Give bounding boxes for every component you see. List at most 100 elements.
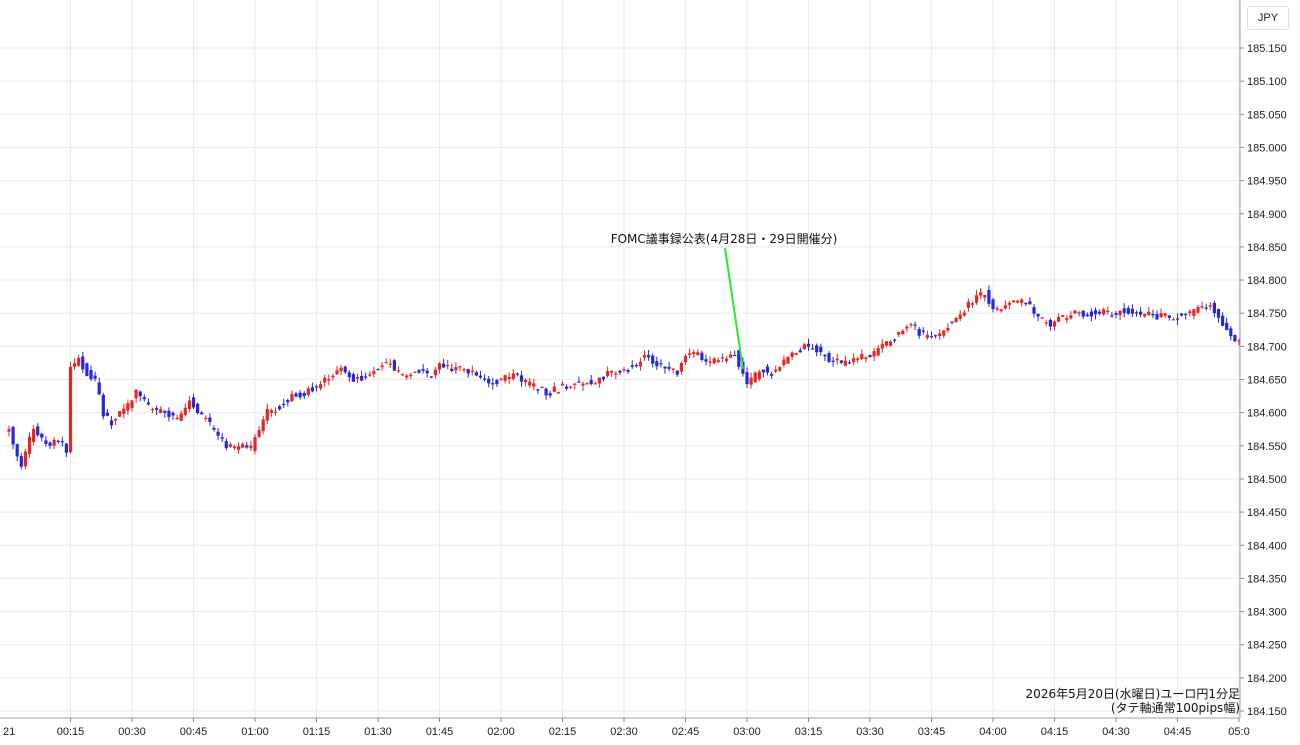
candle-body <box>351 374 355 382</box>
y-tick-label: 184.200 <box>1247 673 1287 685</box>
candle-body <box>610 370 614 373</box>
candle-body <box>651 355 655 364</box>
candle-body <box>1200 306 1204 308</box>
y-tick-label: 184.750 <box>1247 308 1287 320</box>
candle-body <box>569 386 573 388</box>
candle-body <box>249 445 253 449</box>
candle-body <box>278 406 282 410</box>
y-tick-label: 184.850 <box>1247 242 1287 254</box>
candle-body <box>1073 310 1077 314</box>
candle-body <box>618 370 622 373</box>
candle-body <box>519 375 524 382</box>
candle-body <box>429 376 433 378</box>
candle-body <box>314 386 319 388</box>
candle-body <box>581 383 585 386</box>
candle-body <box>1188 311 1192 314</box>
candle-body <box>560 383 565 386</box>
candle-body <box>417 370 421 373</box>
candle-body <box>749 377 753 385</box>
candle-body <box>1020 299 1024 303</box>
x-tick-label: 04:00 <box>979 726 1007 738</box>
candle-body <box>630 365 634 367</box>
candle-body <box>712 358 716 364</box>
candle-body <box>462 369 466 371</box>
grid-lines <box>0 0 1240 718</box>
candle-body <box>458 366 462 368</box>
candle-body <box>856 358 860 361</box>
candle-body <box>331 375 335 378</box>
candle-body <box>864 357 868 360</box>
candle-body <box>1221 315 1225 326</box>
candle-body <box>191 397 196 408</box>
candle-body <box>68 366 73 453</box>
candle-body <box>380 365 384 368</box>
candle-body <box>454 367 458 371</box>
candle-body <box>802 344 806 350</box>
x-tick-label: 02:15 <box>549 726 577 738</box>
candle-body <box>1204 307 1208 309</box>
candle-body <box>606 371 610 376</box>
x-tick-label: 05:0 <box>1228 726 1249 738</box>
candle-body <box>1048 319 1052 327</box>
candle-body <box>1052 321 1057 327</box>
candle-body <box>32 428 36 442</box>
candle-body <box>1175 318 1180 320</box>
candle-body <box>1130 308 1134 314</box>
candle-body <box>421 369 425 371</box>
candle-body <box>1212 302 1216 314</box>
candle-body <box>946 327 950 331</box>
annotation-label: FOMC議事録公表(4月28日・29日開催分) <box>611 231 838 246</box>
x-tick-label: 02:00 <box>487 726 515 738</box>
candle-body <box>339 367 343 372</box>
candle-body <box>798 350 802 353</box>
candle-body <box>1122 308 1126 313</box>
candle-body <box>1069 315 1073 319</box>
candle-body <box>1089 311 1093 317</box>
candle-body <box>667 366 671 369</box>
y-tick-label: 185.100 <box>1247 76 1287 88</box>
candle-body <box>19 456 23 467</box>
candle-body <box>204 417 208 420</box>
chart-caption: 2026年5月20日(水曜日)ユーロ円1分足 (タテ軸通常100pips幅) <box>1026 687 1240 715</box>
y-tick-label: 184.650 <box>1247 375 1287 387</box>
candle-body <box>692 352 696 355</box>
candle-body <box>819 346 823 352</box>
candle-body <box>466 369 470 374</box>
candle-body <box>511 373 515 379</box>
candle-body <box>290 394 294 402</box>
candle-body <box>1134 312 1139 314</box>
candle-body <box>495 380 499 385</box>
candle-body <box>171 412 175 416</box>
candle-body <box>532 383 536 387</box>
candle-body <box>958 314 962 319</box>
candle-body <box>995 308 999 310</box>
candle-body <box>975 295 979 303</box>
candle-body <box>360 375 364 381</box>
candle-body <box>1106 310 1110 312</box>
candle-body <box>282 403 286 406</box>
candle-body <box>708 361 712 363</box>
candle-body <box>1155 314 1159 320</box>
candle-body <box>1110 315 1114 317</box>
candle-body <box>688 353 692 355</box>
candle-body <box>388 363 392 365</box>
candle-body <box>1126 308 1130 314</box>
annotation-pointer-line <box>724 247 744 370</box>
candle-body <box>450 368 454 371</box>
x-tick-label: 04:15 <box>1041 726 1069 738</box>
y-tick-label: 184.400 <box>1247 540 1287 552</box>
x-tick-label: 02:45 <box>672 726 700 738</box>
x-tick-label: 03:30 <box>856 726 884 738</box>
candle-body <box>159 409 163 413</box>
candle-body <box>114 418 118 421</box>
candle-body <box>396 370 401 372</box>
candle-body <box>970 303 975 305</box>
candle-body <box>991 299 995 309</box>
candle-body <box>1192 309 1196 316</box>
x-tick-label: 01:00 <box>241 726 269 738</box>
candle-body <box>507 376 511 380</box>
y-tick-label: 185.050 <box>1247 109 1287 121</box>
candle-body <box>425 370 429 374</box>
candle-body <box>1081 310 1085 317</box>
